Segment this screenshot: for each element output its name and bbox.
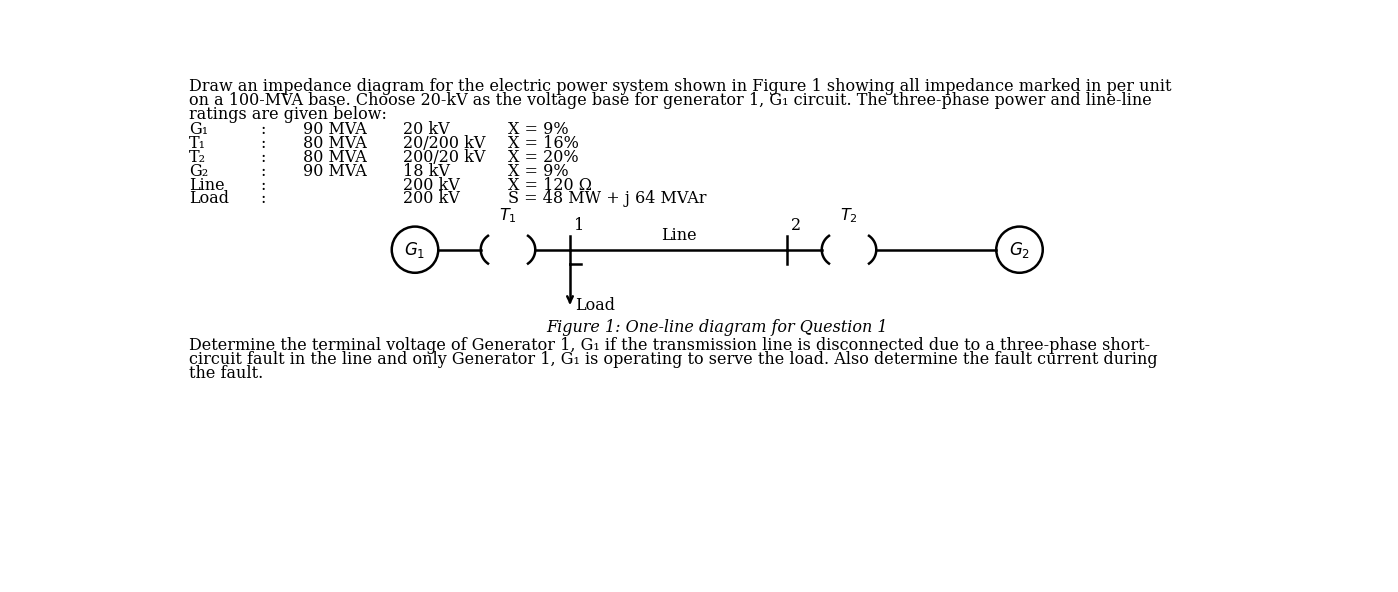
Text: X = 20%: X = 20% <box>507 149 579 166</box>
Text: 80 MVA: 80 MVA <box>302 135 366 152</box>
Text: T₂: T₂ <box>189 149 206 166</box>
Text: :: : <box>260 149 266 166</box>
Text: X = 16%: X = 16% <box>507 135 579 152</box>
Text: 200 kV: 200 kV <box>404 176 460 194</box>
Text: G₂: G₂ <box>189 163 208 179</box>
Text: :: : <box>260 176 266 194</box>
Text: X = 120 Ω: X = 120 Ω <box>507 176 591 194</box>
Text: X = 9%: X = 9% <box>507 121 569 138</box>
Text: Load: Load <box>189 191 229 207</box>
Text: $G_2$: $G_2$ <box>1009 240 1030 260</box>
Text: Determine the terminal voltage of Generator 1, G₁ if the transmission line is di: Determine the terminal voltage of Genera… <box>189 337 1149 355</box>
Text: :: : <box>260 121 266 138</box>
Text: Line: Line <box>189 176 224 194</box>
Text: 90 MVA: 90 MVA <box>302 163 366 179</box>
Text: $T_1$: $T_1$ <box>499 207 517 225</box>
Text: Draw an impedance diagram for the electric power system shown in Figure 1 showin: Draw an impedance diagram for the electr… <box>189 78 1172 95</box>
Text: 20/200 kV: 20/200 kV <box>404 135 485 152</box>
Text: 80 MVA: 80 MVA <box>302 149 366 166</box>
Text: the fault.: the fault. <box>189 365 263 382</box>
Text: 18 kV: 18 kV <box>404 163 450 179</box>
Text: X = 9%: X = 9% <box>507 163 569 179</box>
Text: 2: 2 <box>791 217 801 234</box>
Text: circuit fault in the line and only Generator 1, G₁ is operating to serve the loa: circuit fault in the line and only Gener… <box>189 351 1158 368</box>
Text: :: : <box>260 191 266 207</box>
Text: Load: Load <box>575 297 615 314</box>
Text: Line: Line <box>661 227 696 243</box>
Text: S = 48 MW + j 64 MVAr: S = 48 MW + j 64 MVAr <box>507 191 706 207</box>
Text: $T_2$: $T_2$ <box>840 207 858 225</box>
Text: $G_1$: $G_1$ <box>404 240 425 260</box>
Text: G₁: G₁ <box>189 121 208 138</box>
Text: Figure 1: One-line diagram for Question 1: Figure 1: One-line diagram for Question … <box>547 319 888 336</box>
Text: 90 MVA: 90 MVA <box>302 121 366 138</box>
Text: 20 kV: 20 kV <box>404 121 450 138</box>
Text: ratings are given below:: ratings are given below: <box>189 106 387 123</box>
Text: on a 100-MVA base. Choose 20-kV as the voltage base for generator 1, G₁ circuit.: on a 100-MVA base. Choose 20-kV as the v… <box>189 92 1152 109</box>
Text: 1: 1 <box>573 217 584 234</box>
Text: T₁: T₁ <box>189 135 206 152</box>
Text: :: : <box>260 163 266 179</box>
Text: 200 kV: 200 kV <box>404 191 460 207</box>
Text: 200/20 kV: 200/20 kV <box>404 149 485 166</box>
Text: :: : <box>260 135 266 152</box>
